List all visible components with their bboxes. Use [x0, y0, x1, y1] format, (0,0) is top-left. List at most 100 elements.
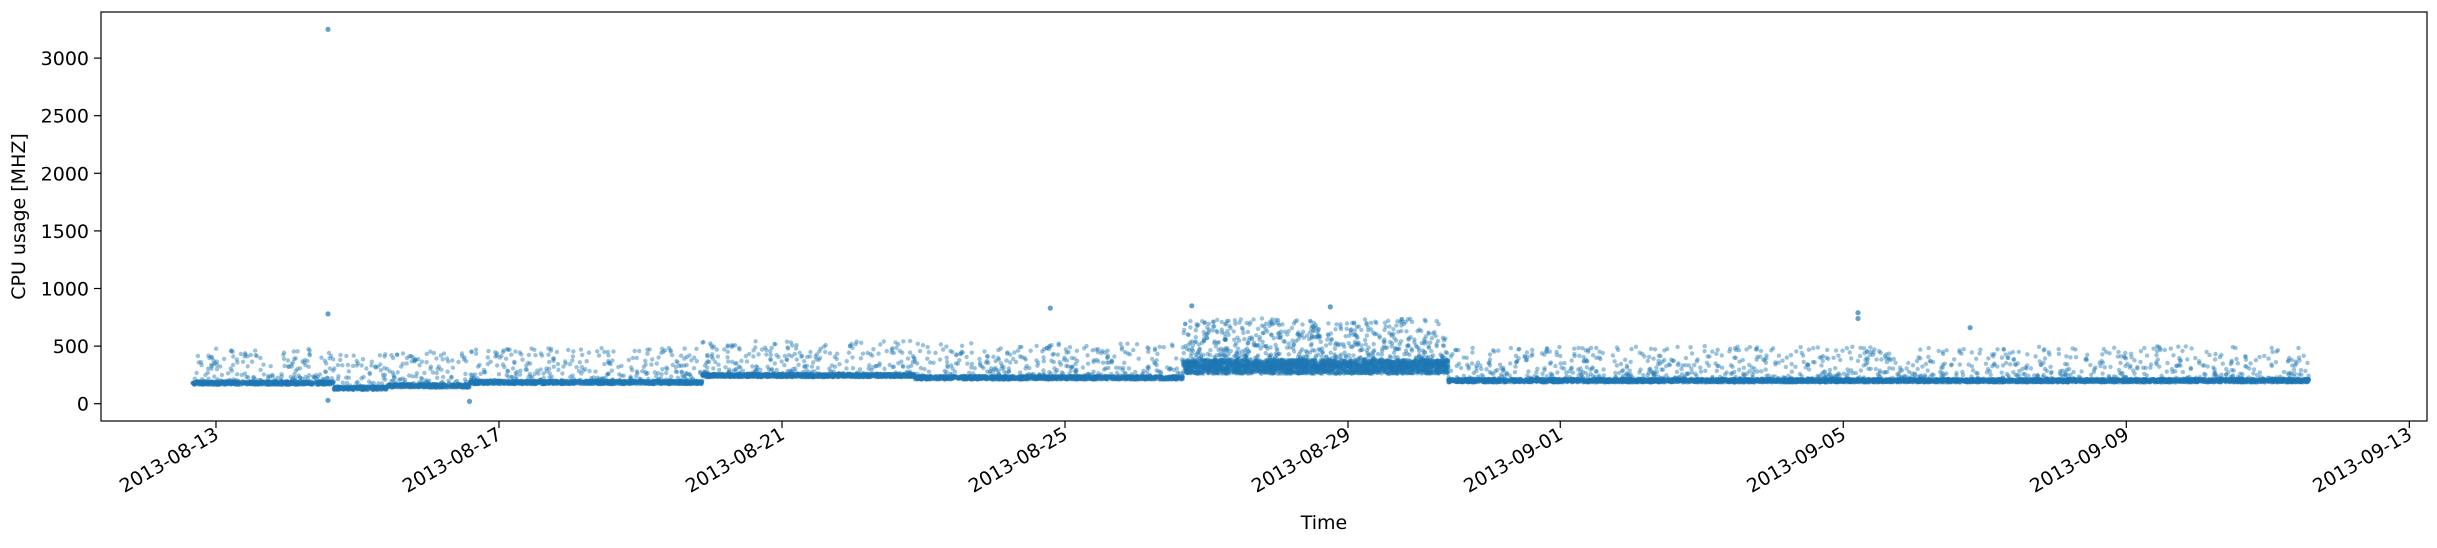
data-point [818, 373, 823, 378]
data-point [782, 353, 787, 359]
data-point [327, 380, 332, 385]
data-point [440, 357, 445, 362]
data-point [710, 352, 715, 357]
data-point [207, 382, 212, 387]
data-point [276, 381, 281, 386]
data-point [279, 379, 285, 384]
data-point [907, 350, 913, 355]
data-point [277, 380, 282, 385]
data-point [650, 357, 655, 362]
data-point [257, 380, 263, 385]
data-point [381, 375, 386, 381]
data-point [370, 384, 375, 390]
data-point [305, 376, 311, 381]
data-point [544, 366, 549, 371]
data-point [854, 339, 859, 344]
data-point [217, 380, 222, 385]
data-point [599, 346, 604, 351]
data-point [839, 373, 845, 378]
data-point [239, 372, 244, 378]
data-point [336, 374, 341, 379]
data-point [320, 379, 325, 384]
data-point [289, 382, 294, 387]
data-point [644, 371, 649, 376]
data-point [885, 371, 890, 377]
data-point [239, 382, 244, 387]
data-point [303, 381, 308, 386]
data-point [629, 367, 635, 373]
data-point [459, 351, 465, 356]
data-point [223, 379, 228, 385]
data-point [246, 379, 252, 384]
data-point [725, 349, 730, 354]
data-point [474, 351, 479, 356]
data-point [723, 365, 728, 370]
data-point [249, 359, 255, 364]
data-point [611, 349, 616, 354]
data-point [273, 381, 279, 386]
data-point [513, 349, 518, 354]
data-point [562, 379, 567, 384]
data-point [532, 371, 537, 377]
data-point [424, 360, 429, 365]
data-point [244, 381, 249, 386]
data-point [402, 380, 408, 385]
data-point [340, 380, 345, 385]
data-point [282, 381, 287, 386]
data-point [306, 381, 311, 386]
data-point [326, 380, 331, 385]
data-point [584, 359, 589, 364]
data-point [548, 346, 554, 351]
data-point [818, 346, 823, 351]
data-point [857, 367, 863, 372]
data-point [698, 380, 703, 385]
data-point [445, 369, 450, 374]
data-point [409, 359, 414, 364]
data-point [864, 371, 870, 376]
data-point [289, 380, 294, 385]
data-point [691, 366, 697, 371]
data-point [263, 379, 268, 385]
data-point [231, 379, 237, 384]
data-point [327, 366, 333, 371]
data-point [267, 374, 273, 379]
data-point [258, 379, 264, 385]
data-point [385, 366, 390, 372]
data-point [776, 372, 781, 377]
data-point [214, 379, 219, 384]
data-point [702, 363, 708, 368]
data-point [323, 369, 328, 374]
data-point [218, 380, 224, 386]
data-point [209, 354, 214, 359]
data-point [278, 379, 284, 384]
data-points [190, 26, 2311, 404]
data-point [321, 381, 326, 386]
data-point [744, 373, 750, 378]
data-point [318, 380, 323, 385]
data-point [802, 364, 808, 369]
data-point [361, 374, 366, 380]
data-point [222, 381, 227, 386]
data-point [619, 363, 624, 369]
data-point [230, 379, 235, 385]
data-point [809, 369, 815, 374]
data-point [234, 379, 239, 384]
data-point [682, 346, 687, 351]
data-point [274, 380, 280, 385]
data-point [322, 377, 327, 382]
data-point [284, 380, 289, 386]
data-point [240, 379, 245, 384]
data-point [292, 382, 298, 387]
data-point [375, 364, 380, 369]
data-point [682, 356, 687, 361]
data-point [576, 368, 582, 374]
data-point [307, 348, 312, 353]
data-point [194, 380, 200, 385]
data-point [533, 353, 538, 358]
data-point [701, 339, 706, 345]
data-point [754, 368, 760, 373]
data-point [216, 380, 221, 385]
data-point [871, 347, 876, 352]
data-point [269, 382, 274, 387]
data-point [440, 374, 446, 380]
